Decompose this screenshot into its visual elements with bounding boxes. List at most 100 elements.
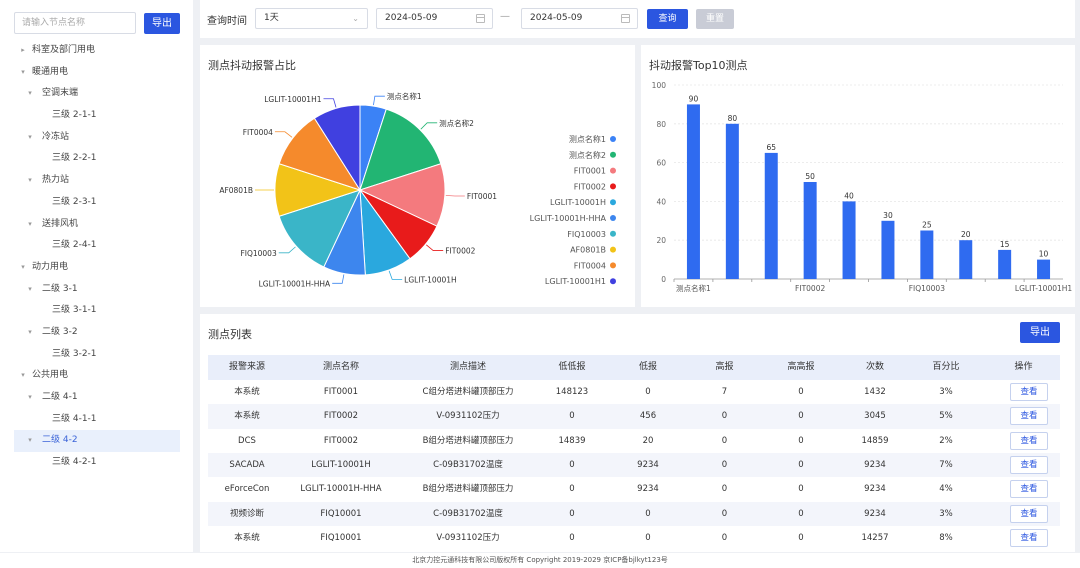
caret-down-icon[interactable]: ▾ xyxy=(21,67,25,76)
caret-down-icon[interactable]: ▾ xyxy=(28,89,32,98)
bar[interactable] xyxy=(998,249,1012,279)
table-cell: eForceCon xyxy=(224,484,270,495)
legend-marker[interactable] xyxy=(610,167,616,174)
table-export-button[interactable]: 导出 xyxy=(1020,322,1060,343)
view-button[interactable]: 查看 xyxy=(1010,480,1048,499)
tree-node[interactable]: 三级 3-1-1 xyxy=(14,300,180,322)
tree-node[interactable]: ▾ 二级 4-1 xyxy=(14,387,180,409)
query-button[interactable]: 查询 xyxy=(647,9,688,29)
tree-node[interactable]: 三级 2-4-1 xyxy=(14,235,180,257)
end-date-value: 2024-05-09 xyxy=(530,13,583,23)
tree-node-label: 冷冻站 xyxy=(42,131,70,142)
sidebar-export-button[interactable]: 导出 xyxy=(144,13,180,34)
pie-slice-label: 测点名称1 xyxy=(387,91,422,101)
column-header: 报警来源 xyxy=(228,362,265,372)
legend-marker[interactable] xyxy=(610,246,616,253)
view-button[interactable]: 查看 xyxy=(1010,455,1048,474)
table-cell: 456 xyxy=(639,411,657,422)
table-cell: C组分塔进料罐顶部压力 xyxy=(422,387,514,397)
table-cell: 0 xyxy=(798,435,804,446)
tree-node[interactable]: 三级 2-3-1 xyxy=(14,192,180,214)
caret-right-icon[interactable]: ▸ xyxy=(21,46,25,54)
tree-node[interactable]: 三级 4-1-1 xyxy=(14,409,180,431)
legend-marker[interactable] xyxy=(610,230,616,237)
table-cell: 0 xyxy=(721,508,728,519)
bar[interactable] xyxy=(764,152,778,279)
table-cell: 0 xyxy=(569,508,575,519)
tree-node[interactable]: ▾ 热力站 xyxy=(14,170,180,192)
table-cell: 14257 xyxy=(861,532,889,543)
legend-label: LGLIT-10001H1 xyxy=(545,277,606,286)
column-header: 操作 xyxy=(1014,362,1033,372)
caret-down-icon[interactable]: ▾ xyxy=(28,436,32,445)
tree-node[interactable]: ▾ 暖通用电 xyxy=(14,62,180,84)
caret-down-icon[interactable]: ▾ xyxy=(28,176,32,185)
table-cell: 本系统 xyxy=(234,532,260,543)
tree-node[interactable]: ▾ 冷冻站 xyxy=(14,127,180,149)
caret-down-icon[interactable]: ▾ xyxy=(28,132,32,141)
pie-slice[interactable] xyxy=(313,104,361,192)
bar-value-label: 25 xyxy=(922,221,932,230)
table-header: 报警来源 测点名称 测点描述 低低报 低报 高报 高高报 次数 百分比 操作 xyxy=(208,355,1060,380)
caret-down-icon[interactable]: ▾ xyxy=(28,284,32,293)
table-cell: 0 xyxy=(721,532,728,543)
pie-slice[interactable] xyxy=(278,189,361,268)
bar-chart-title: 抖动报警Top10测点 xyxy=(649,59,748,72)
bar-chart: 0 20 40 60 80 100 90 测点名称1 80 65 50 FIT0002 40 30 25 FI… xyxy=(652,81,1073,293)
node-search-input[interactable] xyxy=(14,12,136,34)
bar[interactable] xyxy=(725,123,739,279)
pie-slice[interactable] xyxy=(358,163,446,227)
view-button[interactable]: 查看 xyxy=(1010,431,1048,450)
reset-button[interactable]: 重置 xyxy=(696,9,734,29)
tree-node[interactable]: ▾ 二级 3-1 xyxy=(14,279,180,301)
legend-marker[interactable] xyxy=(610,262,616,269)
tree-node[interactable]: ▾ 公共用电 xyxy=(14,365,180,387)
tree-node[interactable]: ▾ 二级 4-2 xyxy=(14,430,180,453)
legend-label: LGLIT-10001H-HHA xyxy=(530,214,607,223)
bar[interactable] xyxy=(920,230,934,280)
tree-node[interactable]: 三级 2-2-1 xyxy=(14,148,180,170)
caret-down-icon[interactable]: ▾ xyxy=(21,371,25,380)
tree-node[interactable]: ▸ 科室及部门用电 xyxy=(14,40,180,62)
table-cell: FIQ10001 xyxy=(320,508,362,519)
pie-leader-line xyxy=(274,131,293,138)
view-button[interactable]: 查看 xyxy=(1010,528,1048,547)
tree-node[interactable]: 三级 3-2-1 xyxy=(14,344,180,366)
legend-marker[interactable] xyxy=(610,183,616,190)
legend-marker[interactable] xyxy=(610,199,616,206)
tree-node[interactable]: 三级 4-2-1 xyxy=(14,452,180,474)
pie-chart-title: 测点抖动报警占比 xyxy=(208,59,296,72)
bar[interactable] xyxy=(686,104,700,280)
caret-down-icon[interactable]: ▾ xyxy=(28,219,32,228)
tree-node[interactable]: ▾ 动力用电 xyxy=(14,257,180,279)
table-cell: 0 xyxy=(569,411,575,422)
legend-marker[interactable] xyxy=(610,215,616,221)
table-cell: 0 xyxy=(798,459,804,470)
caret-down-icon[interactable]: ▾ xyxy=(28,327,32,336)
view-button[interactable]: 查看 xyxy=(1010,504,1048,523)
table-cell: 0 xyxy=(721,411,728,422)
tree-node[interactable]: 三级 2-1-1 xyxy=(14,105,180,127)
tree-node[interactable]: ▾ 二级 3-2 xyxy=(14,322,180,344)
period-select[interactable]: 1天 ⌄ xyxy=(255,8,368,29)
bar[interactable] xyxy=(842,201,856,279)
tree-node[interactable]: ▾ 送排风机 xyxy=(14,214,180,236)
start-date-picker[interactable]: 2024-05-09 xyxy=(376,8,493,29)
view-button[interactable]: 查看 xyxy=(1010,407,1048,426)
view-button[interactable]: 查看 xyxy=(1010,383,1048,401)
bar[interactable] xyxy=(803,182,817,279)
tree-node-label: 动力用电 xyxy=(32,261,69,272)
legend-marker[interactable] xyxy=(610,151,616,158)
legend-marker[interactable] xyxy=(610,278,616,285)
caret-down-icon[interactable]: ▾ xyxy=(28,393,32,401)
caret-down-icon[interactable]: ▾ xyxy=(21,262,25,271)
legend-marker[interactable] xyxy=(610,136,616,142)
end-date-picker[interactable]: 2024-05-09 xyxy=(521,8,638,29)
bar[interactable] xyxy=(959,240,973,279)
tree-node[interactable]: ▾ 空调末端 xyxy=(14,83,180,105)
bar[interactable] xyxy=(1037,259,1051,279)
table-cell: V-0931102压力 xyxy=(436,532,500,543)
bar[interactable] xyxy=(881,220,895,279)
chevron-down-icon: ⌄ xyxy=(352,14,359,23)
pie-leader-line xyxy=(445,195,465,197)
